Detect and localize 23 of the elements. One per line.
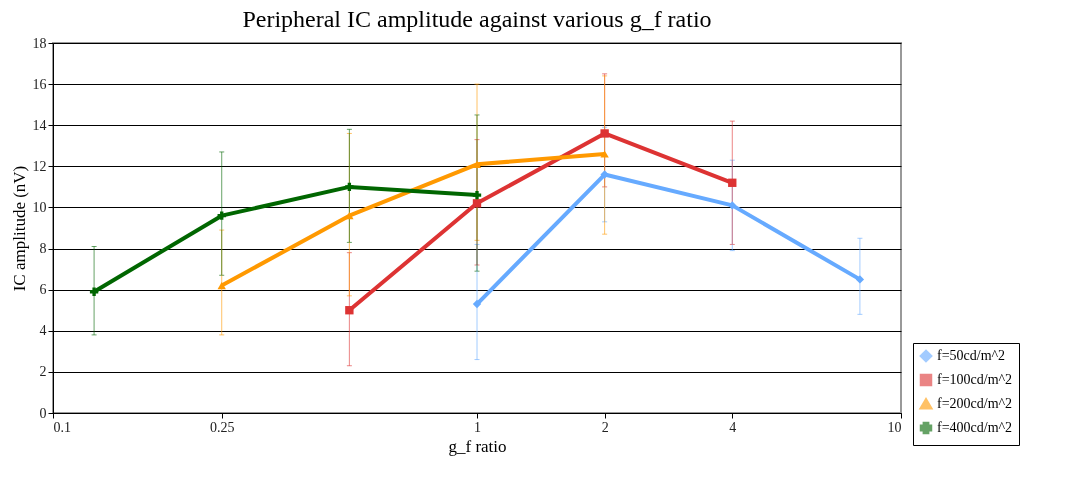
chart-title: Peripheral IC amplitude against various g_f ratio <box>242 6 712 32</box>
legend-label: f=400cd/m^2 <box>937 420 1013 435</box>
x-tick-label: 0.1 <box>53 419 71 435</box>
x-tick-label: 4 <box>729 419 737 435</box>
y-tick-label: 6 <box>39 282 47 298</box>
x-tick-label: 2 <box>601 419 609 435</box>
x-tick-label: 1 <box>474 419 481 435</box>
legend-label: f=100cd/m^2 <box>937 372 1013 387</box>
y-tick-label: 16 <box>32 76 47 92</box>
x-tick-label: 0.25 <box>209 419 235 435</box>
y-tick-label: 8 <box>39 241 47 257</box>
y-tick-label: 10 <box>32 199 47 215</box>
y-tick-label: 18 <box>32 35 47 51</box>
y-axis-title: IC amplitude (nV) <box>9 165 29 292</box>
legend-label: f=200cd/m^2 <box>937 396 1013 411</box>
y-tick-label: 2 <box>39 364 47 380</box>
y-tick-label: 14 <box>32 117 47 133</box>
legend-label: f=50cd/m^2 <box>937 348 1006 363</box>
y-tick-label: 4 <box>39 323 47 339</box>
x-tick-label: 10 <box>887 419 902 435</box>
x-axis-title: g_f ratio <box>448 436 507 456</box>
y-tick-label: 0 <box>39 405 47 421</box>
y-tick-label: 12 <box>32 158 47 174</box>
